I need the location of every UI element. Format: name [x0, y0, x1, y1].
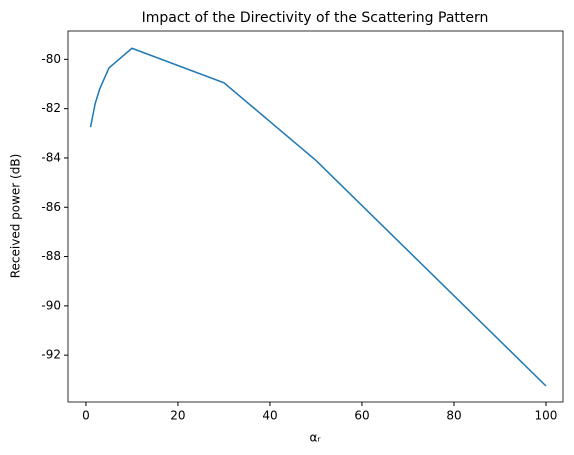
chart-title: Impact of the Directivity of the Scatter…: [142, 10, 489, 26]
y-tick-label: -92: [41, 348, 61, 362]
y-tick-label: -86: [41, 200, 61, 214]
y-tick-label: -90: [41, 298, 61, 312]
x-axis-label: αᵣ: [309, 431, 321, 445]
line: [89, 47, 547, 387]
x-tick-label: 100: [535, 409, 558, 423]
x-tick-label: 20: [170, 409, 185, 423]
y-tick-label: -88: [41, 249, 61, 263]
y-tick-label: -80: [41, 52, 61, 66]
y-axis-label: Received power (dB): [9, 154, 23, 279]
plot-frame: [67, 30, 564, 403]
x-tick-label: 0: [82, 409, 90, 423]
x-tick-label: 40: [262, 409, 277, 423]
x-tick-label: 60: [354, 409, 369, 423]
x-tick-label: 80: [446, 409, 461, 423]
y-tick-label: -82: [41, 101, 61, 115]
y-tick-label: -84: [41, 150, 61, 164]
